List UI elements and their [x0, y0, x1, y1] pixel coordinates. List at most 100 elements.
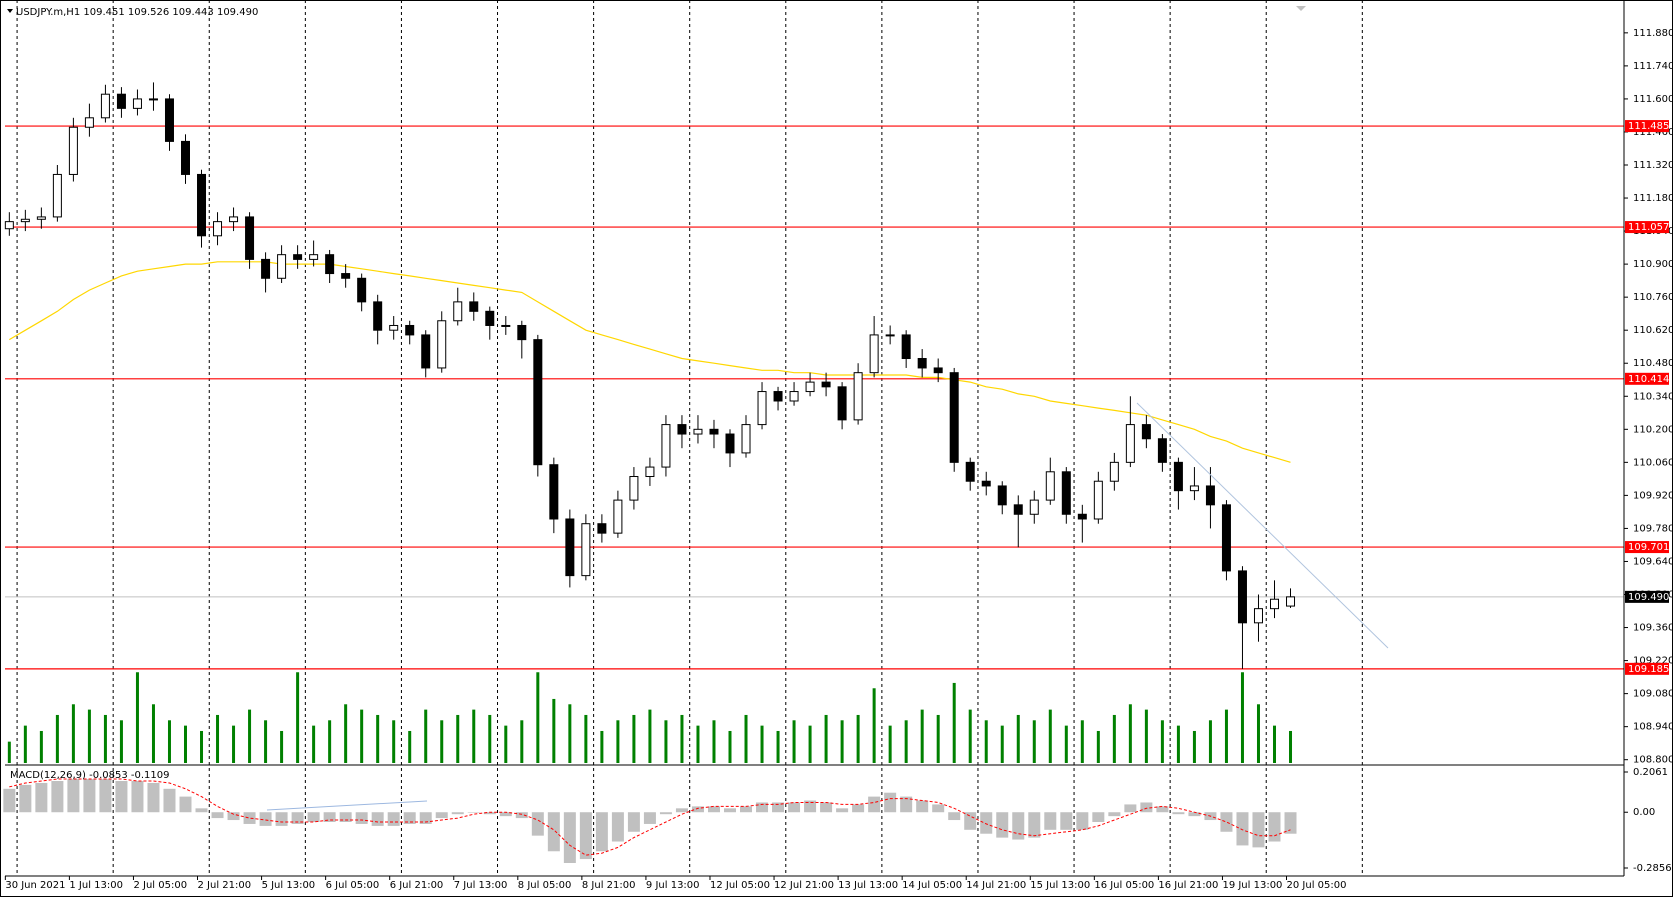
volume-bar	[151, 704, 155, 763]
y-tick-label: 110.760	[1633, 292, 1673, 303]
candle-body	[1013, 504, 1023, 515]
candle-body	[164, 98, 174, 142]
candle-body	[36, 216, 46, 220]
x-tick-label: 16 Jul 21:00	[1158, 880, 1218, 891]
candle-body	[821, 381, 831, 388]
volume-bar	[552, 698, 556, 763]
candle-body	[437, 320, 447, 369]
volume-bar	[376, 714, 380, 763]
volume-bar	[968, 709, 972, 763]
candle-body	[709, 428, 719, 435]
x-tick-label: 19 Jul 13:00	[1222, 880, 1282, 891]
y-tick-label: 111.180	[1633, 193, 1673, 204]
candle-body	[869, 334, 879, 374]
x-tick-label: 2 Jul 05:00	[133, 880, 187, 891]
macd-bar	[611, 812, 624, 842]
candle-body	[373, 301, 383, 331]
macd-bar	[1188, 812, 1201, 817]
macd-bar	[323, 812, 336, 822]
x-tick-label: 12 Jul 21:00	[774, 880, 834, 891]
candle-body	[180, 140, 190, 175]
candle-body	[261, 258, 271, 279]
macd-bar	[643, 812, 656, 824]
candle-body	[805, 381, 815, 393]
macd-bar	[3, 788, 16, 813]
candle-body	[1141, 424, 1151, 440]
level-label-box	[1625, 662, 1669, 675]
volume-bar	[920, 709, 924, 763]
y-tick-label: 109.920	[1633, 490, 1673, 501]
x-tick-label: 2 Jul 21:00	[198, 880, 252, 891]
x-tick-label: 16 Jul 05:00	[1094, 880, 1154, 891]
candle-body	[693, 428, 703, 435]
volume-bar	[183, 725, 187, 763]
macd-bar	[1108, 812, 1121, 817]
candle-body	[789, 391, 799, 402]
candle-body	[965, 461, 975, 482]
macd-bar	[980, 812, 993, 834]
candle-body	[1269, 598, 1279, 610]
volume-bar	[216, 714, 220, 763]
y-tick-label: 109.640	[1633, 556, 1673, 567]
candle-body	[148, 98, 158, 101]
volume-bar	[1080, 720, 1084, 763]
macd-bar	[1092, 812, 1105, 822]
macd-bar	[1012, 812, 1025, 840]
macd-bar	[595, 812, 608, 852]
volume-bar	[440, 720, 444, 763]
candle-body	[1286, 596, 1296, 607]
volume-bar	[872, 688, 876, 763]
volume-bar	[424, 709, 428, 763]
x-tick-label: 7 Jul 13:00	[454, 880, 508, 891]
macd-bar	[451, 812, 464, 815]
volume-bar	[648, 709, 652, 763]
y-tick-label: 111.320	[1633, 160, 1673, 171]
x-tick-label: 14 Jul 05:00	[902, 880, 962, 891]
candle-body	[116, 93, 126, 109]
macd-bar	[868, 796, 881, 813]
volume-bar	[728, 730, 732, 763]
candle-body	[229, 216, 239, 223]
x-tick-label: 9 Jul 13:00	[646, 880, 700, 891]
candle-body	[4, 221, 14, 230]
x-tick-label: 5 Jul 13:00	[262, 880, 316, 891]
macd-bar	[1172, 812, 1185, 815]
macd-bar	[531, 812, 544, 836]
volume-bar	[392, 720, 396, 763]
candle-body	[52, 173, 62, 218]
volume-bar	[248, 709, 252, 763]
macd-bar	[1252, 812, 1265, 848]
volume-bar	[744, 714, 748, 763]
candle-body	[405, 324, 415, 336]
macd-bar	[1044, 812, 1057, 830]
level-label: 109.185	[1628, 664, 1669, 675]
macd-bar	[964, 812, 977, 830]
y-tick-label: 108.940	[1633, 722, 1673, 733]
candle-body	[853, 372, 863, 421]
candle-body	[469, 301, 479, 312]
volume-bar	[55, 714, 59, 763]
macd-bar	[115, 780, 128, 813]
candle-body	[84, 117, 94, 128]
macd-y-tick-label: 0.00	[1633, 807, 1655, 818]
moving-average	[8, 261, 1291, 463]
macd-bar	[435, 812, 448, 819]
volume-bar	[7, 741, 11, 763]
candle-body	[213, 221, 223, 237]
macd-bar	[740, 806, 753, 813]
macd-bar	[419, 812, 432, 824]
volume-bar	[1208, 720, 1212, 763]
macd-bar	[900, 796, 913, 813]
macd-bar	[836, 808, 849, 813]
volume-bar	[1256, 704, 1260, 763]
volume-bar	[135, 672, 139, 763]
macd-bar	[195, 808, 208, 813]
volume-bar	[952, 682, 956, 763]
macd-bar	[211, 812, 224, 819]
y-tick-label: 109.220	[1633, 656, 1673, 667]
macd-bar	[1124, 804, 1137, 813]
volume-bar	[344, 704, 348, 763]
macd-bar	[1156, 806, 1169, 813]
macd-bar	[515, 812, 528, 819]
candle-body	[100, 93, 110, 119]
